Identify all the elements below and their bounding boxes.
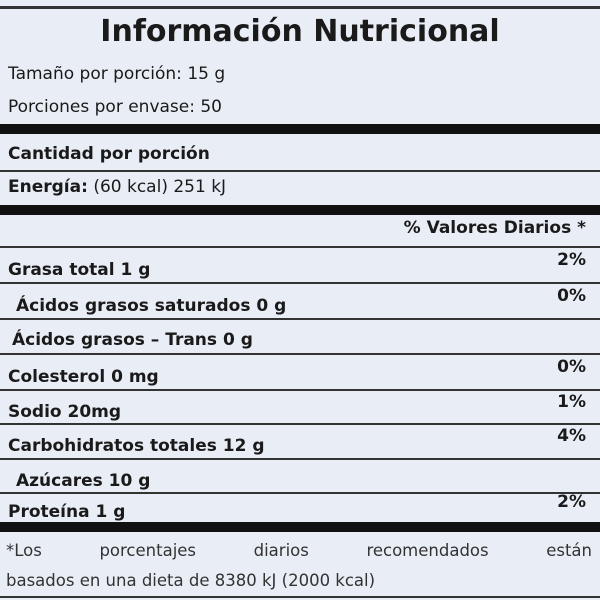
thick-divider [0, 124, 600, 134]
divider [0, 170, 600, 172]
divider [0, 246, 600, 248]
nutrient-row: Colesterol 0 mg 0% [0, 355, 600, 389]
footnote-line-1: *Los porcentajes diarios recomendados es… [6, 541, 592, 560]
servings-per-container: Porciones por envase: 50 [8, 97, 223, 117]
thick-divider [0, 522, 600, 532]
thick-divider [0, 205, 600, 215]
nutrient-name: Grasa total 1 g [8, 260, 151, 280]
divider [0, 353, 600, 355]
energy-value: (60 kcal) 251 kJ [93, 177, 227, 197]
nutrient-row: Ácidos grasos saturados 0 g 0% [0, 284, 600, 318]
nutrient-name: Ácidos grasos – Trans 0 g [12, 330, 253, 350]
divider [0, 423, 600, 425]
nutrient-name: Proteína 1 g [8, 502, 126, 522]
nutrient-row: Proteína 1 g 2% [0, 490, 600, 524]
nutrient-dv: 0% [557, 357, 586, 377]
nutrient-dv: 1% [557, 392, 586, 412]
nutrient-dv: 2% [557, 492, 586, 512]
nutrient-row: Azúcares 10 g [0, 459, 600, 493]
label-title: Información Nutricional [100, 14, 500, 49]
nutrient-dv: 0% [557, 286, 586, 306]
daily-values-header: % Valores Diarios * [403, 218, 586, 238]
nutrient-dv: 4% [557, 426, 586, 446]
serving-size: Tamaño por porción: 15 g [8, 64, 226, 84]
footnote-line-2: basados en una dieta de 8380 kJ (2000 kc… [6, 571, 376, 590]
nutrient-dv: 2% [557, 250, 586, 270]
energy-label: Energía: [8, 177, 88, 197]
nutrient-row: Carbohidratos totales 12 g 4% [0, 424, 600, 458]
nutrient-name: Carbohidratos totales 12 g [8, 436, 265, 456]
top-border [0, 6, 600, 9]
nutrient-row: Ácidos grasos – Trans 0 g [0, 318, 600, 352]
amount-per-serving: Cantidad por porción [8, 144, 210, 164]
divider [0, 492, 600, 494]
nutrient-name: Azúcares 10 g [16, 471, 151, 491]
nutrient-row: Sodio 20mg 1% [0, 390, 600, 424]
nutrient-name: Colesterol 0 mg [8, 367, 159, 387]
energy-row: Energía: (60 kcal) 251 kJ [8, 177, 226, 197]
divider [0, 318, 600, 320]
bottom-border [0, 596, 600, 598]
divider [0, 389, 600, 391]
nutrient-row: Grasa total 1 g 2% [0, 248, 600, 282]
divider [0, 282, 600, 284]
nutrient-name: Ácidos grasos saturados 0 g [16, 296, 287, 316]
divider [0, 458, 600, 460]
nutrient-name: Sodio 20mg [8, 402, 122, 422]
